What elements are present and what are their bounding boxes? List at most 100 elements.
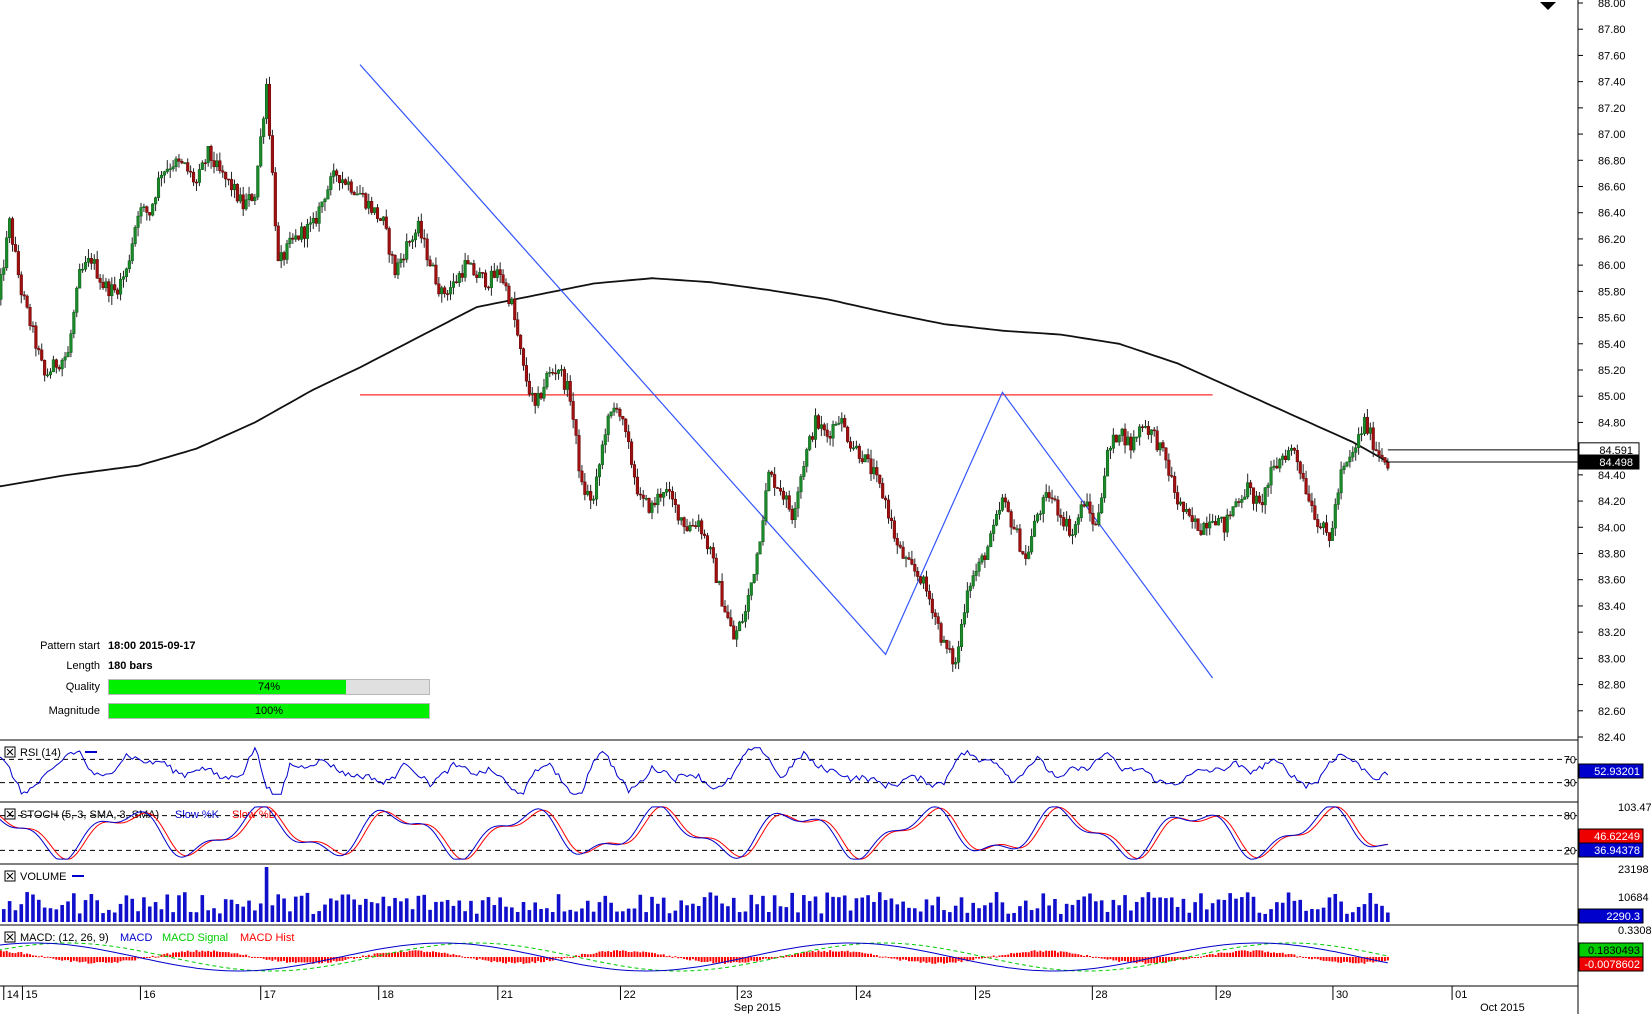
candle	[1056, 495, 1060, 522]
candle	[265, 78, 269, 124]
macd-hist-bar	[423, 952, 426, 957]
bear-candle-body	[539, 393, 543, 399]
macd-hist-bar	[467, 957, 470, 959]
bull-candle-body	[831, 424, 835, 439]
macd-hist-bar	[134, 957, 137, 961]
bear-candle-body	[501, 274, 505, 284]
bear-candle-body	[828, 436, 832, 439]
indicator-value: 0.1830493	[1588, 945, 1640, 957]
volume-bar	[621, 911, 625, 922]
macd-hist-bar	[224, 952, 227, 957]
macd-hist-bar	[507, 957, 510, 962]
volume-bar	[1298, 899, 1303, 922]
macd-hist-bar	[391, 952, 394, 957]
bear-candle-body	[781, 490, 785, 500]
candle	[1362, 413, 1367, 436]
candle	[259, 128, 263, 168]
volume-bar	[848, 910, 853, 922]
macd-hist-bar	[683, 957, 686, 960]
bear-candle-body	[504, 282, 508, 287]
candle	[983, 552, 987, 568]
macd-hist-bar	[426, 951, 429, 957]
macd-hist-bar	[236, 953, 239, 957]
candle	[1158, 442, 1162, 456]
price-tick-label: 86.20	[1598, 234, 1626, 246]
candle	[1301, 464, 1305, 482]
bull-candle-body	[285, 243, 289, 260]
macd-hist-bar	[169, 954, 172, 957]
macd-hist-bar	[1135, 957, 1138, 964]
bear-candle-body	[726, 611, 730, 618]
volume-bar	[404, 898, 409, 922]
bear-candle-body	[1251, 487, 1256, 504]
bear-candle-body	[533, 392, 537, 406]
bull-candle-body	[256, 165, 260, 198]
candle	[89, 253, 93, 270]
candle	[559, 364, 564, 377]
bull-candle-body	[995, 513, 999, 526]
candle	[343, 178, 347, 186]
candle	[665, 482, 669, 497]
candle	[659, 488, 663, 502]
macd-hist-bar	[1345, 957, 1348, 962]
macd-hist-bar	[575, 955, 578, 957]
candle	[837, 416, 841, 426]
bear-candle-body	[1050, 497, 1054, 500]
bull-candle-body	[974, 570, 978, 576]
bull-candle-body	[1368, 427, 1372, 434]
bull-candle-body	[1219, 516, 1223, 519]
macd-hist-bar	[645, 951, 648, 957]
macd-hist-bar	[937, 957, 940, 963]
macd-hist-bar	[478, 957, 481, 959]
volume-bar	[200, 895, 205, 922]
volume-bar	[364, 898, 368, 922]
scroll-arrow-icon[interactable]	[1540, 2, 1556, 10]
macd-hist-bar	[20, 952, 23, 957]
macd-hist-bar	[791, 954, 794, 957]
bear-candle-body	[907, 557, 911, 560]
macd-pane: MACD: (12, 26, 9) MACD MACD Signal MACD His…	[0, 925, 1651, 972]
bear-candle-body	[790, 508, 794, 521]
volume-bar	[819, 913, 824, 922]
macd-hist-bar	[370, 955, 373, 957]
macd-hist-bar	[1138, 957, 1141, 963]
bull-candle-body	[743, 611, 747, 622]
volume-bar	[1099, 900, 1104, 922]
candle	[892, 516, 896, 542]
volume-bar	[720, 903, 724, 922]
bear-candle-body	[1284, 455, 1288, 460]
bear-candle-body	[349, 181, 353, 193]
macd-hist-bar	[610, 951, 613, 957]
macd-hist-bar	[323, 957, 326, 962]
volume-bar	[1175, 906, 1180, 922]
macd-hist-bar	[172, 952, 175, 957]
bull-candle-body	[200, 162, 204, 170]
bear-candle-body	[846, 426, 850, 442]
volume-bar	[515, 911, 520, 922]
candle	[828, 430, 832, 446]
length-label: Length	[66, 660, 100, 672]
bear-candle-body	[521, 348, 526, 366]
macd-hist-bar	[1162, 957, 1164, 963]
macd-hist-bar	[834, 951, 837, 957]
volume-bar	[1339, 901, 1343, 922]
macd-hist-bar	[280, 957, 283, 962]
volume-bar	[282, 898, 286, 922]
bear-candle-body	[1167, 459, 1171, 476]
volume-bar	[1304, 910, 1308, 922]
candle	[1278, 457, 1282, 473]
macd-hist-bar	[852, 951, 855, 957]
bear-candle-body	[393, 254, 397, 276]
candle	[425, 233, 429, 267]
candle	[1073, 521, 1077, 538]
candle	[521, 347, 526, 371]
macd-line	[0, 942, 1388, 972]
volume-bar	[451, 905, 456, 922]
candle	[314, 210, 318, 227]
candle	[338, 175, 342, 191]
macd-hist-bar	[662, 954, 665, 957]
bear-candle-body	[1327, 532, 1331, 541]
candle	[1368, 422, 1372, 441]
bear-candle-body	[34, 325, 38, 349]
